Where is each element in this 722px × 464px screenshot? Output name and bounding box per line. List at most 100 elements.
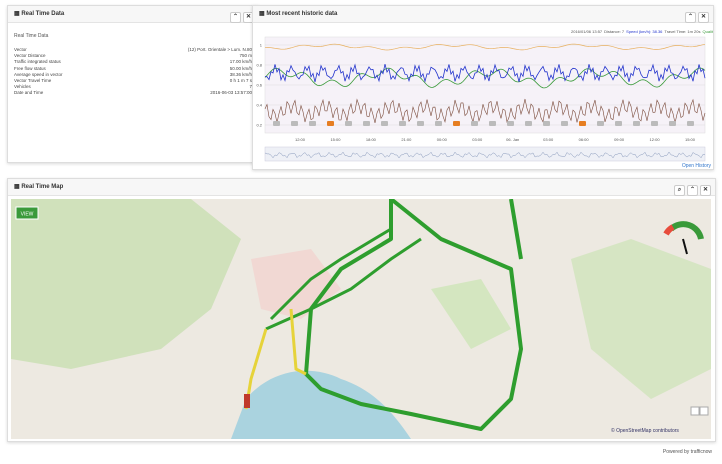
weather-icon	[489, 121, 496, 126]
x-tick-label: 03:00	[472, 137, 483, 142]
x-tick-label: 15:00	[685, 137, 696, 142]
row-label: Vector Distance	[14, 53, 46, 59]
row-label: Vector Travel Time	[14, 77, 52, 83]
traffic-jam	[244, 394, 250, 408]
weather-icon	[363, 121, 370, 126]
row-label: Vector	[14, 47, 27, 52]
data-row: Vector (12) Port. Orientale > Lum. N.80	[8, 47, 258, 53]
close-button[interactable]: ✕	[700, 185, 711, 196]
realtime-panel: ▦ Real Time Data ⌃ ✕ Real Time Data Vecto…	[7, 5, 259, 163]
panel-title: Real Time Data	[21, 11, 65, 17]
map-panel: ▦ Real Time Map ⌕ ⌃ ✕ VIEW © OpenStreetMap…	[7, 178, 716, 442]
row-value: 38.36 km/h	[229, 71, 252, 77]
x-tick-label: 06. Jan	[506, 137, 519, 142]
navigator	[264, 146, 706, 162]
weather-icon	[507, 121, 514, 126]
green-area	[431, 279, 511, 349]
weather-icon	[687, 121, 694, 126]
zoom-out[interactable]	[699, 406, 709, 416]
close-button[interactable]: ✕	[698, 12, 709, 23]
legend-item: 2016/01/06 13:57	[571, 29, 603, 34]
data-row: Vehicles 7	[8, 84, 258, 90]
weather-icon	[525, 121, 532, 126]
y-tick-label: 1	[260, 43, 263, 48]
vehicles-line	[264, 98, 706, 124]
row-label: Free flow status	[14, 65, 46, 71]
weather-icon	[345, 121, 352, 126]
x-tick-label: 06:00	[579, 137, 590, 142]
weather-icon	[417, 121, 424, 126]
weather-icon	[453, 121, 460, 126]
data-row: Average speed in vector 38.36 km/h	[8, 72, 258, 78]
data-row: Date and Time 2016-06-03 13:57:00	[8, 90, 258, 96]
collapse-button[interactable]: ⌃	[687, 185, 698, 196]
panel-header: ▦ Real Time Map ⌕ ⌃ ✕	[8, 179, 715, 196]
x-tick-label: 00:00	[437, 137, 448, 142]
x-tick-label: 03:00	[543, 137, 554, 142]
x-tick-label: 18:00	[366, 137, 377, 142]
weather-icon	[597, 121, 604, 126]
open-history-link[interactable]: Open History	[682, 163, 712, 169]
layer-button-label[interactable]: VIEW	[21, 212, 34, 218]
data-rows: Vector (12) Port. Orientale > Lum. N.80 Ve…	[8, 47, 258, 97]
panel-title: Real Time Map	[21, 184, 64, 190]
weather-icon	[327, 121, 334, 126]
traffic-route	[265, 227, 422, 331]
row-label: Date and Time	[14, 90, 44, 96]
row-label: Traffic integrated status	[14, 59, 61, 65]
weather-icon	[561, 121, 568, 126]
navigator-line	[264, 151, 706, 159]
weather-icon	[633, 121, 640, 126]
data-row: Traffic integrated status 17.00 km/h	[8, 59, 258, 65]
row-value: 7	[249, 84, 252, 90]
row-value: 2016-06-03 13:57:00	[210, 90, 252, 96]
legend-item: Quality: 0.50	[703, 29, 714, 34]
legend-item: Travel Time: 1m 20s	[664, 29, 700, 34]
collapse-button[interactable]: ⌃	[685, 12, 696, 23]
sea	[231, 370, 411, 439]
search-button[interactable]: ⌕	[674, 185, 685, 196]
speed-gauge	[663, 221, 704, 255]
weather-icon	[669, 121, 676, 126]
row-label: Vehicles	[14, 84, 31, 90]
panel-buttons: ⌃ ✕	[683, 9, 709, 25]
y-tick-label: 0.6	[256, 83, 262, 88]
panel-buttons: ⌃ ✕	[228, 9, 254, 25]
legend-item: Distance: 7	[604, 29, 625, 34]
data-row: Vector Travel Time 0 h 1 m 7 s	[8, 78, 258, 84]
collapse-button[interactable]: ⌃	[230, 12, 241, 23]
weather-icon	[291, 121, 298, 126]
row-value: 0 h 1 m 7 s	[229, 77, 252, 83]
x-tick-label: 09:00	[614, 137, 625, 142]
row-label: Average speed in vector	[14, 71, 63, 77]
data-row: Vector Distance 750 m	[8, 53, 258, 59]
free-flow-line	[264, 43, 706, 51]
quality-line	[264, 67, 706, 89]
footer: Powered by trafficnow	[662, 449, 712, 455]
row-value: 750 m	[239, 53, 252, 59]
layer-button[interactable]	[15, 206, 39, 220]
panel-header: ▦ Real Time Data ⌃ ✕	[8, 6, 258, 23]
legend-item: Speed (km/h): 38.36	[626, 29, 663, 34]
weather-icon	[273, 121, 280, 126]
subtitle: Real Time Data	[14, 33, 49, 39]
green-area	[571, 239, 711, 399]
y-tick-label: 0.2	[256, 123, 262, 128]
y-tick-label: 0.8	[256, 63, 262, 68]
zoom-controls	[690, 406, 709, 416]
row-value: 50.00 km/h	[229, 65, 252, 71]
green-area	[11, 199, 241, 369]
weather-icon	[651, 121, 658, 126]
weather-icon	[543, 121, 550, 126]
weather-icon	[309, 121, 316, 126]
data-row: Free flow status 50.00 km/h	[8, 66, 258, 72]
zoom-in[interactable]	[690, 406, 700, 416]
historic-panel: ▦ Most recent historic data ⌃ ✕ 2016/01/0…	[252, 5, 714, 170]
row-value: (12) Port. Orientale > Lum. N.80	[187, 47, 252, 52]
row-value: 17.00 km/h	[229, 59, 252, 65]
weather-icon	[435, 121, 442, 126]
speed-line	[264, 63, 706, 83]
weather-icon	[381, 121, 388, 126]
attribution: © OpenStreetMap contributors	[611, 427, 679, 434]
